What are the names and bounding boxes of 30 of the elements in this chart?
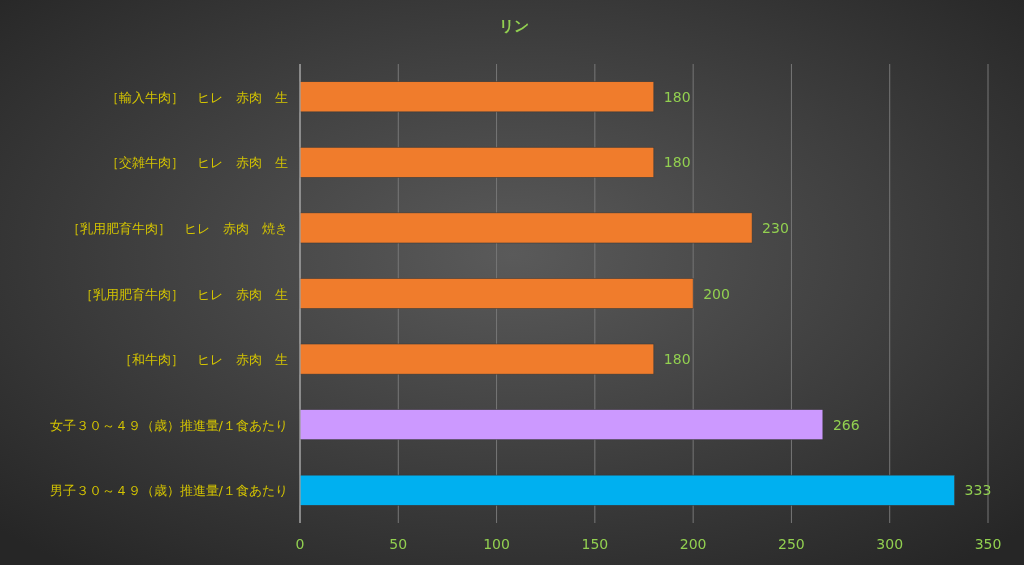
x-tick-label: 350 bbox=[974, 536, 1002, 552]
bar bbox=[299, 212, 753, 244]
bar bbox=[299, 278, 694, 309]
x-tick-label: 250 bbox=[778, 536, 805, 552]
y-tick-label: ［乳用肥育牛肉］ ヒレ 赤肉 生 bbox=[80, 286, 288, 302]
y-tick-label: ［乳用肥育牛肉］ ヒレ 赤肉 焼き bbox=[67, 220, 288, 236]
x-tick-label: 200 bbox=[679, 536, 707, 552]
x-tick-label: 50 bbox=[389, 536, 408, 552]
data-label: 333 bbox=[964, 482, 992, 499]
x-tick-label: 100 bbox=[483, 536, 510, 552]
data-label: 180 bbox=[663, 154, 691, 171]
y-tick-label: ［交雑牛肉］ ヒレ 赤肉 生 bbox=[106, 155, 288, 171]
y-tick-label: 女子３０～４９（歳）推進量/１食あたり bbox=[49, 417, 288, 433]
data-label: 180 bbox=[663, 88, 691, 105]
y-tick-label: ［和牛肉］ ヒレ 赤肉 生 bbox=[119, 352, 288, 368]
bar bbox=[299, 343, 655, 375]
bar bbox=[299, 409, 824, 441]
data-label: 230 bbox=[762, 219, 789, 236]
bar bbox=[299, 81, 655, 113]
y-tick-label: 男子３０～４９（歳）推進量/１食あたり bbox=[49, 483, 288, 499]
data-label: 200 bbox=[703, 285, 730, 302]
x-tick-label: 300 bbox=[876, 536, 904, 552]
x-tick-label: 0 bbox=[295, 536, 305, 552]
bar bbox=[299, 146, 655, 178]
chart-title: リン bbox=[499, 17, 529, 35]
data-label: 266 bbox=[832, 416, 860, 433]
bar bbox=[299, 474, 955, 506]
y-tick-label: ［輸入牛肉］ ヒレ 赤肉 生 bbox=[106, 89, 288, 105]
data-label: 180 bbox=[663, 351, 691, 368]
x-tick-label: 150 bbox=[581, 536, 609, 552]
